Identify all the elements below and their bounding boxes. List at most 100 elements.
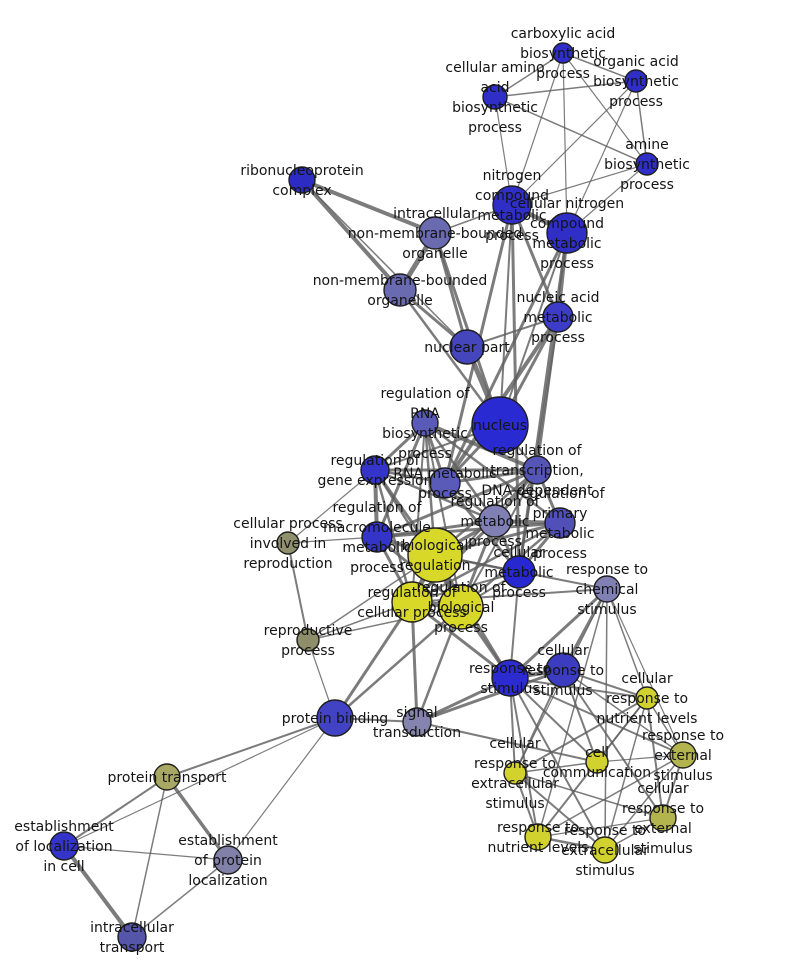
graph-node-elic[interactable] xyxy=(49,831,79,861)
node-label-rnp: ribonucleoprotein complex xyxy=(240,163,363,199)
graph-node-rtnl[interactable] xyxy=(524,823,552,851)
graph-edge-rrbp-rmp xyxy=(423,421,497,523)
node-label-rtdd: regulation of transcription, DNA-dependent xyxy=(481,443,593,499)
graph-edge-pb-elic xyxy=(63,717,336,847)
graph-edge-rts-rtnl xyxy=(509,677,539,838)
graph-node-robp[interactable] xyxy=(438,584,484,630)
graph-node-rtdd[interactable] xyxy=(522,455,552,485)
node-label-rtecs: response to extracellular stimulus xyxy=(561,823,649,879)
graph-node-ncmp[interactable] xyxy=(492,185,532,225)
graph-node-crnl[interactable] xyxy=(635,686,659,710)
graph-node-rge[interactable] xyxy=(360,455,390,485)
graph-node-crts[interactable] xyxy=(545,652,581,688)
graph-node-npart[interactable] xyxy=(449,329,485,365)
graph-node-rrbp[interactable] xyxy=(411,409,439,437)
graph-node-rts[interactable] xyxy=(491,659,529,697)
graph-node-crtecs[interactable] xyxy=(503,761,527,785)
graph-edge-robp-pb xyxy=(333,605,463,720)
node-label-namp: nucleic acid metabolic process xyxy=(516,290,599,346)
node-label-nucleus: nucleus xyxy=(473,418,527,434)
graph-edge-crts-crtes xyxy=(562,669,664,819)
graph-node-amba[interactable] xyxy=(635,152,659,176)
node-label-cpir: cellular process involved in reproduction xyxy=(233,516,342,572)
graph-node-caab[interactable] xyxy=(482,84,508,110)
graph-edge-caba-cncmp xyxy=(562,52,568,234)
graph-node-caba[interactable] xyxy=(552,42,574,64)
graph-edge-namp-cmp xyxy=(517,315,560,574)
graph-node-cncmp[interactable] xyxy=(546,212,588,254)
graph-edge-amba-ncmp xyxy=(511,163,648,206)
node-label-st: signal transduction xyxy=(373,705,461,741)
node-label-caab: cellular amino acid biosynthetic process xyxy=(445,60,544,136)
graph-node-rmp[interactable] xyxy=(478,504,512,538)
node-label-epl: establishment of protein localization xyxy=(178,833,278,889)
graph-edge-robp-repro xyxy=(307,606,462,641)
graph-node-rnamp[interactable] xyxy=(429,467,461,499)
graph-edge-caab-amba xyxy=(494,96,648,165)
graph-node-cmp[interactable] xyxy=(502,555,536,589)
graph-edge-crnl-crtes xyxy=(646,697,664,819)
graph-node-nmbo[interactable] xyxy=(383,273,417,307)
graph-edge-ncmp-namp xyxy=(510,203,560,319)
graph-node-pb[interactable] xyxy=(316,699,354,737)
node-label-crtecs: cellular response to extracellular stimulus xyxy=(471,736,559,812)
graph-node-cc[interactable] xyxy=(585,750,609,774)
graph-node-rtes[interactable] xyxy=(669,741,697,769)
graph-edge-oaba-amba xyxy=(635,80,648,165)
graph-edge-rts-rtes xyxy=(509,677,684,756)
graph-edge-epl-it xyxy=(131,859,229,938)
graph-edge-oaba-ncmp xyxy=(511,80,637,206)
node-label-cc: cell communication xyxy=(543,745,651,781)
node-label-repro: reproductive process xyxy=(264,623,353,659)
node-label-rtes: response to external stimulus xyxy=(642,728,724,784)
graph-node-rtecs[interactable] xyxy=(591,836,619,864)
node-label-rts: response to stimulus xyxy=(469,661,551,697)
graph-edge-rnp-nmbo xyxy=(300,178,402,292)
node-label-rcs: response to chemical stimulus xyxy=(566,562,648,618)
graph-edge-rcs-rtnl xyxy=(537,588,608,838)
graph-node-cpir[interactable] xyxy=(276,531,300,555)
graph-node-rnp[interactable] xyxy=(288,166,316,194)
graph-node-oaba[interactable] xyxy=(624,69,648,93)
graph-node-st[interactable] xyxy=(402,707,432,737)
graph-edge-pb-pt xyxy=(166,717,336,778)
graph-node-nucleus[interactable] xyxy=(471,396,529,454)
graph-node-rocp[interactable] xyxy=(391,581,433,623)
node-label-amba: amine biosynthetic process xyxy=(604,137,690,193)
graph-edge-rts-cc xyxy=(509,677,598,763)
node-label-pb: protein binding xyxy=(282,711,388,727)
node-label-inmbo: intracellular non-membrane-bounded organel… xyxy=(348,206,523,262)
node-label-rrbp: regulation of RNA biosynthetic process xyxy=(380,386,470,462)
graph-edge-caba-oaba xyxy=(562,52,637,82)
graph-edge-cpir-repro xyxy=(287,542,309,641)
graph-node-rpmp[interactable] xyxy=(544,507,576,539)
nodes-layer xyxy=(49,42,697,952)
graph-edge-rnp-npart xyxy=(301,179,468,348)
graph-node-it[interactable] xyxy=(117,922,147,952)
graph-node-crtes[interactable] xyxy=(649,804,677,832)
node-label-rpmp: regulation of primary metabolic process xyxy=(515,486,605,562)
graph-node-namp[interactable] xyxy=(542,301,574,333)
graph-edge-ncmp-cmp xyxy=(510,203,521,574)
graph-edge-rocp-pb xyxy=(333,600,414,720)
graph-node-rmmp[interactable] xyxy=(361,521,393,553)
graph-edge-crts-st xyxy=(415,668,565,724)
graph-edge-elic-it xyxy=(62,844,134,939)
node-label-nmbo: non-membrane-bounded organelle xyxy=(313,273,488,309)
graph-node-epl[interactable] xyxy=(213,845,243,875)
graph-edge-rpmp-rocp xyxy=(410,521,562,604)
graph-node-bioreg[interactable] xyxy=(407,527,463,583)
graph-edge-rtes-rtnl xyxy=(537,754,684,838)
node-label-robp: regulation of biological process xyxy=(416,580,506,636)
graph-node-inmbo[interactable] xyxy=(418,216,452,250)
graph-edge-rtes-rtecs xyxy=(604,754,684,851)
node-label-it: intracellular transport xyxy=(90,920,174,956)
node-label-crts: cellular response to stimulus xyxy=(522,643,604,699)
graph-edge-rnp-inmbo xyxy=(300,178,437,235)
graph-edge-crtecs-rtecs xyxy=(514,772,606,851)
graph-node-rcs[interactable] xyxy=(593,575,621,603)
node-label-npart: nuclear part xyxy=(424,340,510,356)
graph-node-repro[interactable] xyxy=(296,628,320,652)
graph-node-pt[interactable] xyxy=(153,763,181,791)
